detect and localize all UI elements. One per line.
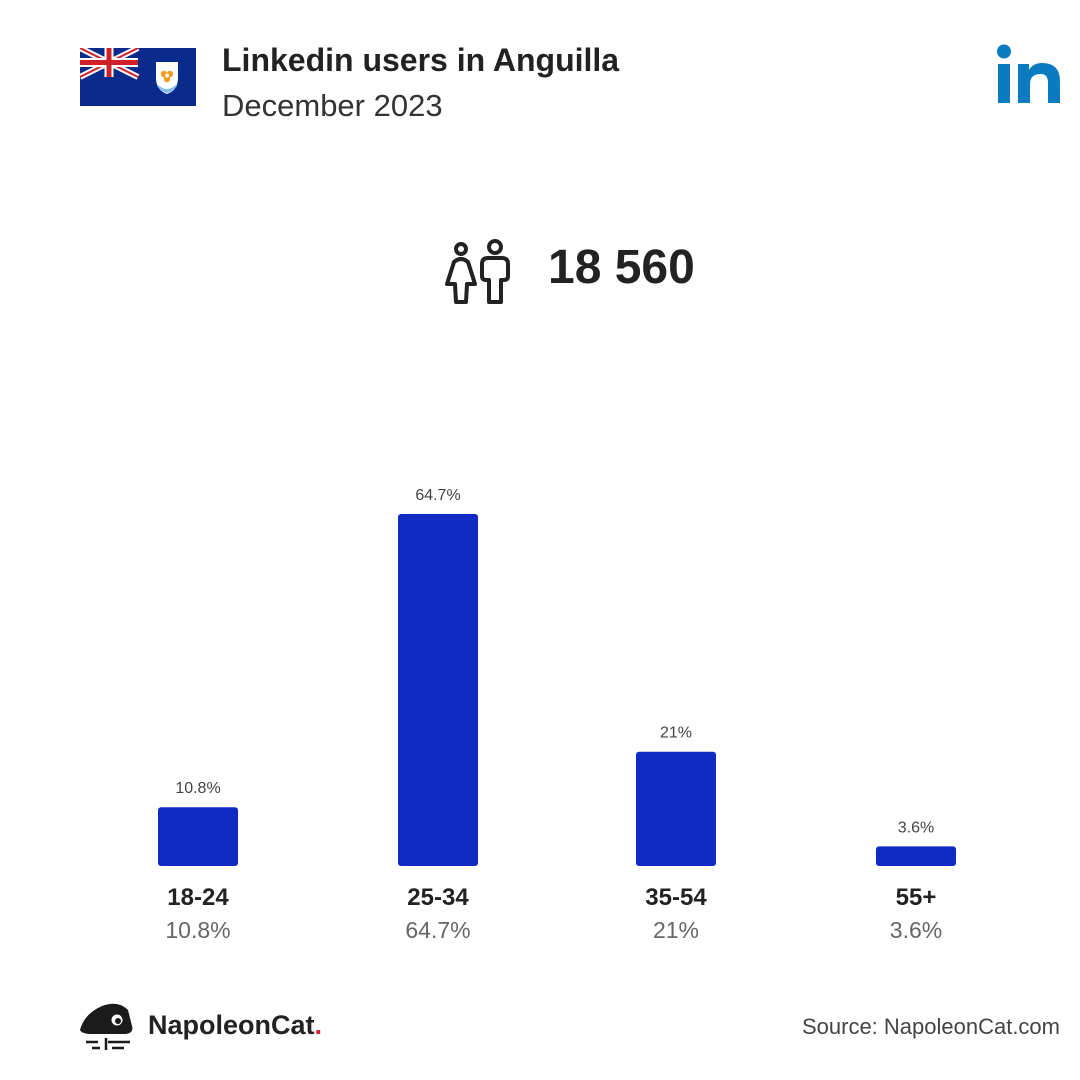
bar-18-24 [158, 807, 238, 866]
page-subtitle: December 2023 [222, 88, 443, 123]
category-label: 55+ [895, 884, 937, 911]
bar-value-label: 21% [660, 725, 692, 742]
anguilla-flag-icon [80, 48, 196, 106]
brand-dot: . [314, 1010, 323, 1040]
bar-value-label: 10.8% [175, 780, 220, 797]
source-label: Source: NapoleonCat.com [801, 1014, 1060, 1039]
category-label: 18-24 [167, 884, 229, 911]
bar-25-34 [398, 514, 478, 866]
category-percent: 64.7% [405, 917, 471, 943]
category-percent: 3.6% [889, 917, 943, 943]
total-users-value: 18 560 [548, 241, 695, 294]
category-label: 25-34 [407, 884, 469, 911]
brand-name: NapoleonCat. [148, 1010, 323, 1040]
category-percent: 10.8% [165, 917, 231, 943]
bar-55+ [876, 846, 956, 866]
linkedin-logo-icon [997, 44, 1060, 103]
page-title: Linkedin users in Anguilla [222, 42, 620, 78]
bar-value-label: 64.7% [415, 487, 460, 504]
bar-value-label: 3.6% [898, 819, 934, 836]
people-icon [445, 239, 510, 304]
napoleoncat-logo-icon [80, 1003, 133, 1050]
category-percent: 21% [652, 917, 700, 943]
category-label: 35-54 [645, 884, 707, 911]
bar-35-54 [636, 751, 716, 866]
